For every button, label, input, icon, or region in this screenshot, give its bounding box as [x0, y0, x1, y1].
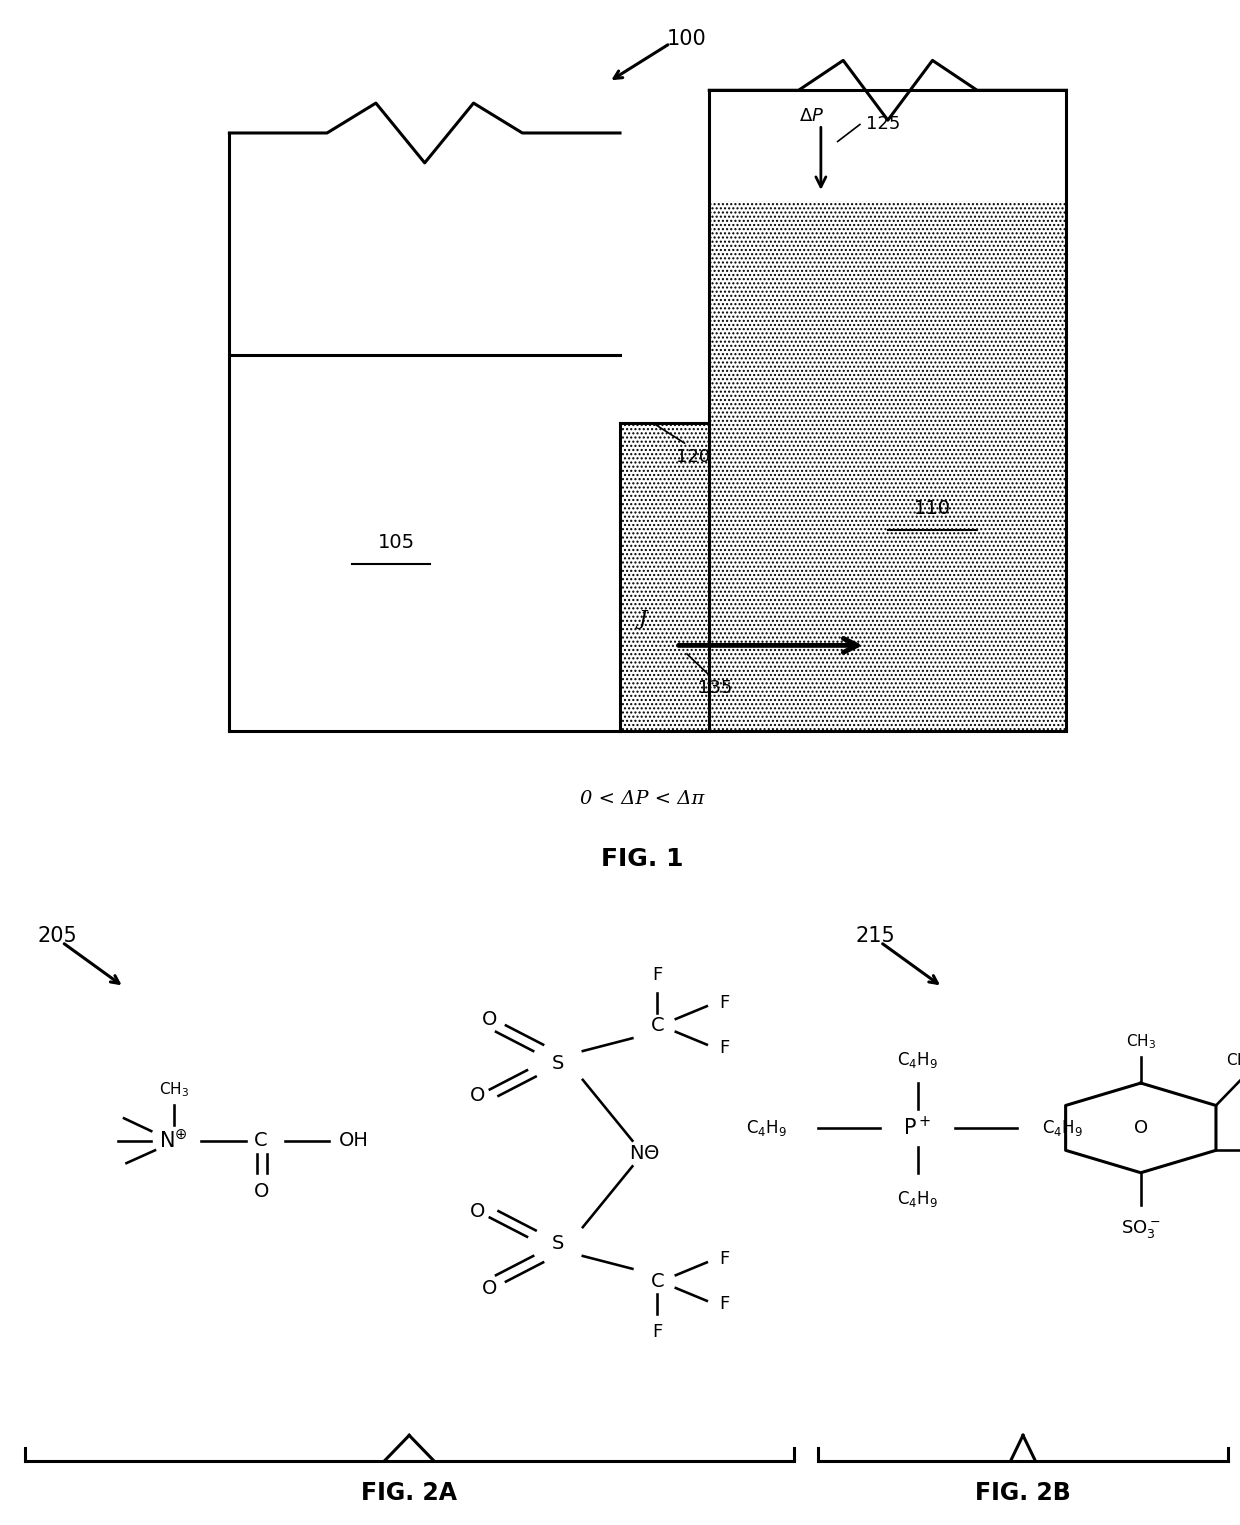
Text: OH: OH — [339, 1132, 368, 1150]
Text: F: F — [719, 1295, 729, 1313]
Text: C: C — [651, 1272, 663, 1292]
Text: J: J — [639, 610, 646, 630]
Text: CH$_3$: CH$_3$ — [1126, 1032, 1156, 1051]
Text: FIG. 2A: FIG. 2A — [361, 1481, 458, 1505]
Text: O: O — [254, 1182, 269, 1202]
Bar — [620, 424, 709, 730]
Text: F: F — [719, 1250, 729, 1269]
Text: O: O — [470, 1086, 485, 1106]
Text: 135: 135 — [698, 679, 733, 697]
Text: FIG. 1: FIG. 1 — [601, 846, 683, 871]
Text: O: O — [482, 1010, 497, 1028]
Text: $\Delta P$: $\Delta P$ — [799, 107, 823, 125]
Text: F: F — [719, 994, 729, 1013]
Text: CH$_3$: CH$_3$ — [1225, 1052, 1240, 1071]
Text: C$_4$H$_9$: C$_4$H$_9$ — [897, 1190, 939, 1209]
Text: C$_4$H$_9$: C$_4$H$_9$ — [1042, 1118, 1083, 1138]
Text: 215: 215 — [856, 926, 895, 946]
Text: S: S — [552, 1234, 564, 1252]
Text: O: O — [470, 1202, 485, 1220]
Text: 120: 120 — [676, 448, 711, 467]
Text: N$\Theta$: N$\Theta$ — [630, 1144, 660, 1164]
Text: 105: 105 — [378, 534, 415, 552]
Text: N$^{\oplus}$: N$^{\oplus}$ — [159, 1130, 188, 1151]
Text: C$_4$H$_9$: C$_4$H$_9$ — [746, 1118, 787, 1138]
Text: C: C — [254, 1132, 267, 1150]
Text: CH$_3$: CH$_3$ — [159, 1080, 188, 1100]
Text: C: C — [651, 1016, 663, 1035]
Text: 0 < ΔP < Δπ: 0 < ΔP < Δπ — [580, 790, 704, 808]
Text: 205: 205 — [37, 926, 77, 946]
Text: 125: 125 — [866, 116, 900, 134]
Text: FIG. 2B: FIG. 2B — [975, 1481, 1071, 1505]
Bar — [709, 201, 1066, 730]
Text: O: O — [1133, 1119, 1148, 1138]
Text: 110: 110 — [914, 499, 951, 518]
Text: S: S — [552, 1054, 564, 1074]
Text: F: F — [652, 965, 662, 984]
Text: F: F — [719, 1039, 729, 1057]
Text: C$_4$H$_9$: C$_4$H$_9$ — [897, 1051, 939, 1071]
Text: P$^+$: P$^+$ — [904, 1116, 931, 1139]
Text: O: O — [482, 1278, 497, 1298]
Text: SO$_3^-$: SO$_3^-$ — [1121, 1217, 1161, 1240]
Text: 100: 100 — [667, 29, 707, 49]
Text: F: F — [652, 1324, 662, 1342]
